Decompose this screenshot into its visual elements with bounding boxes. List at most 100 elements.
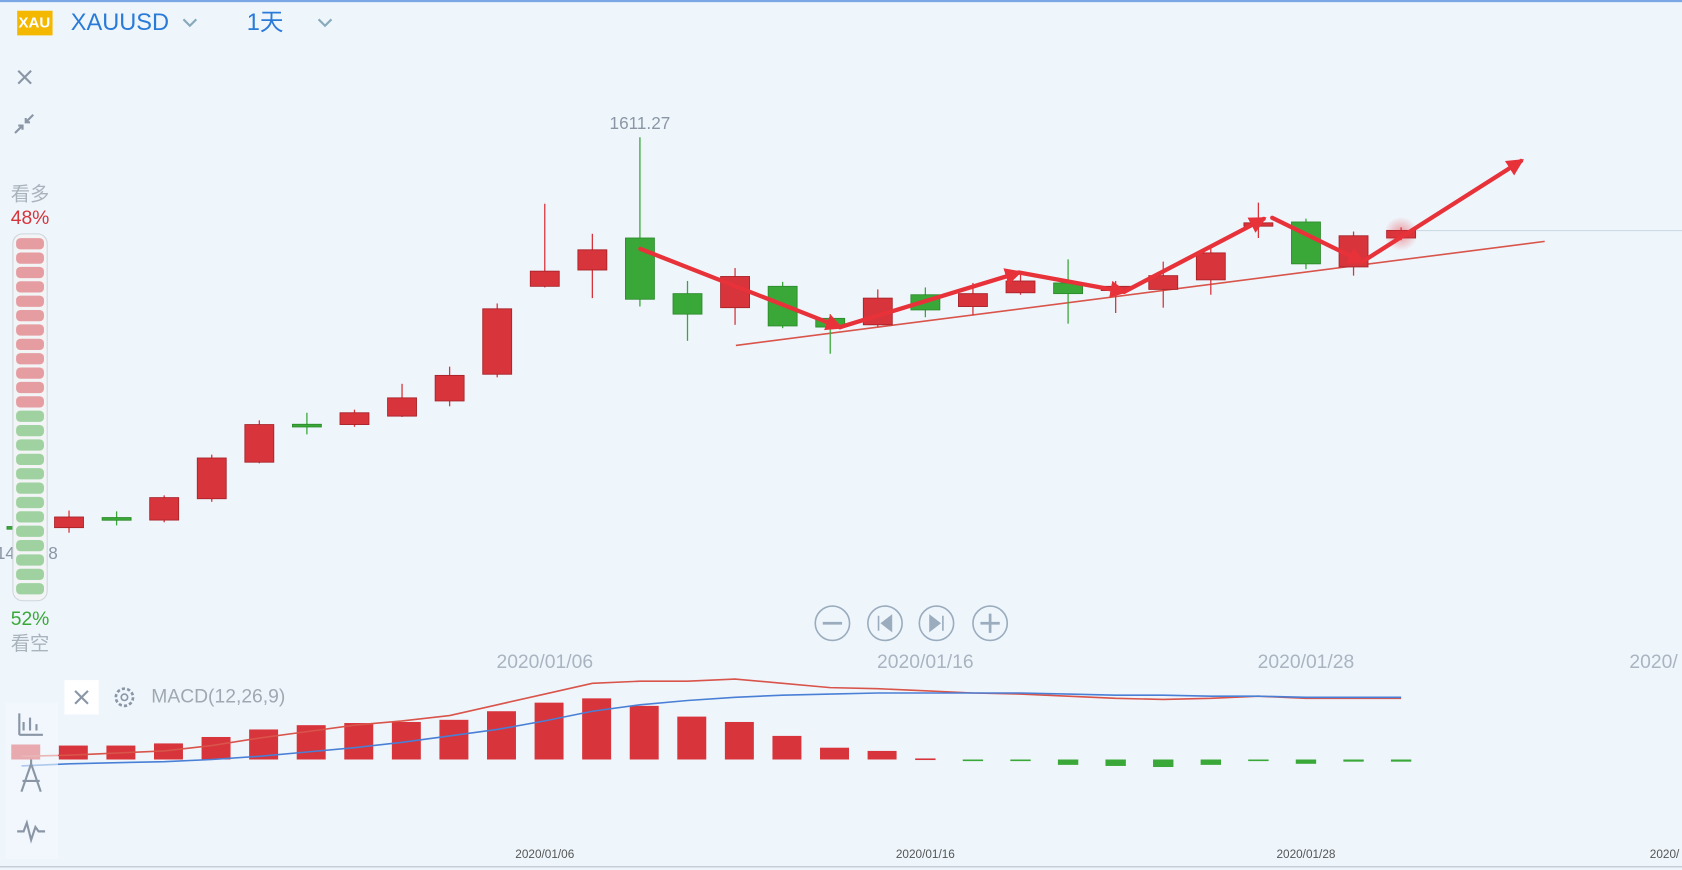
bull-label: 看多 xyxy=(11,183,50,205)
candle-body xyxy=(54,516,84,529)
bull-segment xyxy=(16,310,44,322)
bull-segment xyxy=(16,381,44,394)
candle-body xyxy=(291,423,322,428)
bear-segment xyxy=(16,439,44,451)
gauge-rows xyxy=(16,238,44,595)
x-tick-label: 2020/01/28 xyxy=(1258,652,1355,673)
macd-bar xyxy=(1248,759,1269,762)
macd-bar xyxy=(582,698,612,760)
nav-buttons xyxy=(814,605,1009,642)
x-tick-label-small: 2020/01/28 xyxy=(1276,848,1335,861)
bear-segment xyxy=(16,468,44,480)
bull-segment xyxy=(16,252,44,264)
go-end[interactable] xyxy=(918,605,955,642)
bear-segment xyxy=(16,525,44,537)
bear-segment xyxy=(16,453,44,466)
candle-body xyxy=(577,249,608,271)
macd-bar xyxy=(629,705,659,760)
x-axis: 2020/01/06 2020/01/16 2020/01/28 2020/ xyxy=(496,652,1678,673)
macd-bar xyxy=(962,759,984,762)
bear-percent: 52% xyxy=(11,609,50,630)
candle-body xyxy=(958,293,988,307)
bear-segment xyxy=(16,540,44,552)
symbol-dropdown[interactable] xyxy=(182,18,198,28)
bull-segment xyxy=(16,367,44,379)
bull-segment xyxy=(16,396,44,408)
sentiment-gauge xyxy=(12,233,48,602)
top-border xyxy=(0,0,1682,3)
macd-bar xyxy=(1153,759,1174,768)
go-start[interactable] xyxy=(867,605,903,642)
candle-body xyxy=(101,517,132,521)
x-tick-label: 2020/ xyxy=(1629,652,1678,673)
bull-segment xyxy=(16,324,44,336)
zoom-in-icon xyxy=(980,613,1000,633)
x-tick-label-small: 2020/01/16 xyxy=(896,848,955,861)
candle-body xyxy=(529,270,560,287)
collapse-button[interactable] xyxy=(14,114,35,134)
bear-segment xyxy=(16,496,44,509)
bull-segment xyxy=(16,353,44,365)
arrow xyxy=(1122,216,1267,294)
bear-label: 看空 xyxy=(11,633,50,655)
symbol-icon xyxy=(17,10,53,36)
macd-bar xyxy=(1105,759,1126,766)
arrow xyxy=(1270,215,1366,264)
go-end-icon xyxy=(929,614,944,633)
macd-bar xyxy=(344,723,374,760)
high-label: 1611.27 xyxy=(610,113,671,133)
candle-body xyxy=(434,374,465,402)
candle-body xyxy=(339,412,370,425)
zoom-out[interactable] xyxy=(814,605,851,642)
arrow xyxy=(1016,270,1128,298)
go-start-icon xyxy=(877,614,893,633)
bear-segment xyxy=(16,511,44,523)
candle-body xyxy=(672,293,703,315)
close-button[interactable] xyxy=(17,70,32,85)
candle-body xyxy=(1195,252,1226,281)
candle-body xyxy=(149,497,180,521)
macd-bar xyxy=(724,721,754,760)
macd-bar xyxy=(677,716,707,760)
drawing-tool[interactable] xyxy=(20,759,42,793)
bull-segment xyxy=(16,238,44,250)
symbol[interactable]: XAUUSD xyxy=(71,9,169,35)
candle-body xyxy=(196,457,227,500)
bear-segment xyxy=(16,568,44,581)
macd-bar xyxy=(772,735,802,760)
indicator-tool[interactable] xyxy=(18,713,43,736)
macd-bar xyxy=(58,745,88,760)
x-tick-label: 2020/01/16 xyxy=(877,652,974,673)
zoom-in[interactable] xyxy=(972,605,1009,642)
current-price-glow xyxy=(1383,216,1419,252)
bull-percent: 48% xyxy=(11,208,50,229)
macd-line xyxy=(21,692,1402,767)
bear-segment xyxy=(16,554,44,566)
macd-settings[interactable] xyxy=(114,687,135,708)
candle-body xyxy=(1005,280,1036,294)
bull-segment xyxy=(16,281,44,293)
macd-title: MACD(12,26,9) xyxy=(151,686,285,707)
bull-segment xyxy=(16,266,44,279)
macd-close-icon xyxy=(74,690,89,705)
wave-tool[interactable] xyxy=(17,819,46,844)
macd-bar xyxy=(1295,759,1317,764)
macd-bar xyxy=(534,702,564,760)
period[interactable]: 1天 xyxy=(247,9,284,35)
bear-segment xyxy=(16,425,44,437)
candle-body xyxy=(1148,275,1179,290)
macd-settings-center xyxy=(120,693,129,702)
x-tick-label-small: 2020/ xyxy=(1650,848,1680,861)
bull-segment xyxy=(16,295,44,307)
period-dropdown[interactable] xyxy=(317,18,333,28)
bear-segment xyxy=(16,410,44,422)
symbol-icon-text: XAU xyxy=(18,15,50,32)
macd-bar xyxy=(201,736,231,760)
bull-segment xyxy=(16,338,44,351)
macd-bar xyxy=(915,758,936,761)
macd-bar xyxy=(153,743,183,760)
macd-bar xyxy=(867,750,897,760)
x-tick-label: 2020/01/06 xyxy=(496,652,593,673)
